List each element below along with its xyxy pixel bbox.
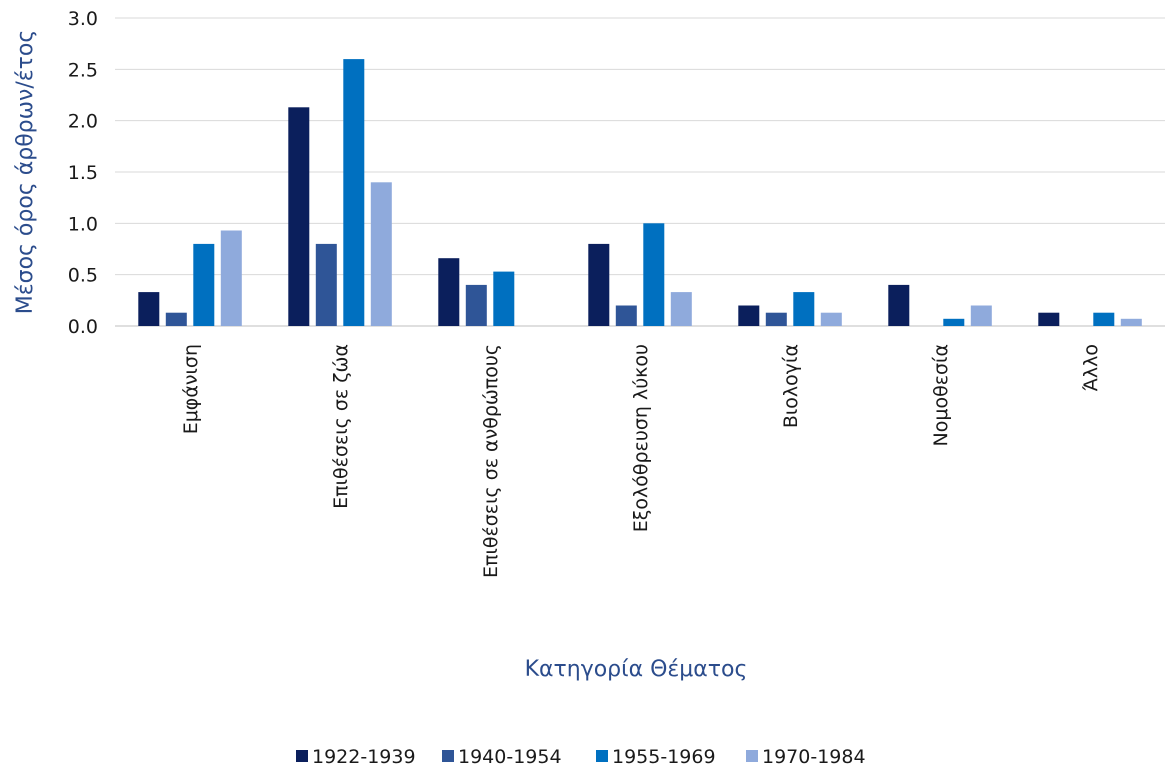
bar xyxy=(970,305,992,326)
x-tick-label: Επιθέσεις σε ζώα xyxy=(330,344,352,509)
y-tick-label: 2.5 xyxy=(68,59,98,81)
x-tick-label: Εξολόθρευση λύκου xyxy=(630,344,652,532)
x-tick-label: Εμφάνιση xyxy=(180,344,202,434)
bar xyxy=(465,284,487,326)
legend-swatch xyxy=(442,750,454,762)
bar xyxy=(820,312,842,326)
legend-item: 1955-1969 xyxy=(596,746,716,768)
bar xyxy=(765,312,787,326)
bar xyxy=(193,243,215,326)
y-tick-label: 0.0 xyxy=(68,316,98,338)
gridlines xyxy=(115,17,1165,327)
bar xyxy=(165,312,187,326)
bar xyxy=(1093,312,1115,326)
legend-item: 1970-1984 xyxy=(746,746,866,768)
bar xyxy=(370,182,392,326)
legend-label: 1970-1984 xyxy=(762,746,866,768)
bar xyxy=(315,243,337,326)
bar xyxy=(888,284,910,326)
legend-swatch xyxy=(596,750,608,762)
x-tick-label: Νομοθεσία xyxy=(930,344,952,446)
y-axis-title: Μέσος όρος άρθρων/έτος xyxy=(13,30,38,315)
bar xyxy=(615,305,637,326)
x-tick-label: Άλλο xyxy=(1080,344,1102,391)
legend: 1922-1939 1940-1954 1955-1969 1970-1984 xyxy=(296,746,866,768)
bar xyxy=(1038,312,1060,326)
x-tick-label: Επιθέσεις σε ανθρώπους xyxy=(480,344,502,578)
bar xyxy=(943,318,965,326)
y-axis-ticks: 0.0 0.5 1.0 1.5 2.0 2.5 3.0 xyxy=(68,8,98,338)
bar xyxy=(1120,318,1142,326)
bar xyxy=(220,230,242,326)
legend-item: 1940-1954 xyxy=(442,746,562,768)
bar xyxy=(493,271,515,326)
y-tick-label: 1.0 xyxy=(68,213,98,235)
bar xyxy=(670,292,692,326)
y-tick-label: 0.5 xyxy=(68,265,98,287)
x-tick-label: Βιολογία xyxy=(780,344,802,428)
bar xyxy=(738,305,760,326)
legend-swatch xyxy=(296,750,308,762)
y-tick-label: 3.0 xyxy=(68,8,98,30)
legend-item: 1922-1939 xyxy=(296,746,416,768)
legend-swatch xyxy=(746,750,758,762)
bar xyxy=(588,243,610,326)
legend-label: 1922-1939 xyxy=(312,746,416,768)
legend-label: 1940-1954 xyxy=(458,746,562,768)
bar xyxy=(288,107,310,326)
bar xyxy=(643,223,665,326)
y-tick-label: 1.5 xyxy=(68,162,98,184)
y-tick-label: 2.0 xyxy=(68,111,98,133)
bar xyxy=(438,258,460,326)
bar xyxy=(138,292,160,326)
bars xyxy=(138,59,1142,326)
x-axis-ticks: Εμφάνιση Επιθέσεις σε ζώα Επιθέσεις σε ανθ… xyxy=(180,344,1102,578)
legend-label: 1955-1969 xyxy=(612,746,716,768)
bar xyxy=(343,59,365,326)
x-axis-title: Κατηγορία Θέματος xyxy=(525,657,748,682)
bar xyxy=(793,292,815,326)
